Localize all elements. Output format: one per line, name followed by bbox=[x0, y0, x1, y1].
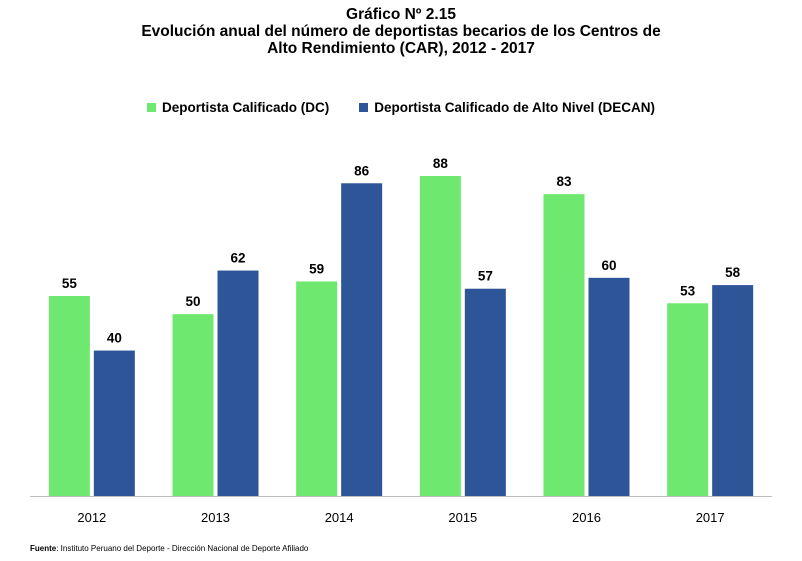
bar-dc-2016 bbox=[543, 194, 585, 496]
x-tick-label-2015: 2015 bbox=[448, 510, 477, 525]
data-label-decan-2012: 40 bbox=[107, 331, 122, 346]
data-label-dc-2013: 50 bbox=[185, 294, 200, 309]
legend-swatch-decan bbox=[359, 103, 369, 112]
bar-decan-2013 bbox=[217, 270, 259, 496]
title-line-1: Gráfico Nº 2.15 bbox=[346, 6, 456, 23]
data-label-decan-2017: 58 bbox=[725, 265, 741, 280]
x-tick-label-2012: 2012 bbox=[77, 510, 106, 525]
data-label-dc-2016: 83 bbox=[556, 174, 572, 189]
chart-legend: Deportista Calificado (DC) Deportista Ca… bbox=[0, 100, 802, 115]
x-tick-label-2017: 2017 bbox=[696, 510, 725, 525]
bar-decan-2014 bbox=[341, 183, 383, 497]
data-label-decan-2015: 57 bbox=[478, 269, 493, 284]
bar-dc-2015 bbox=[419, 176, 461, 496]
data-label-decan-2014: 86 bbox=[354, 163, 370, 178]
data-label-decan-2016: 60 bbox=[601, 258, 616, 273]
source-note: Fuente: Instituto Peruano del Deporte - … bbox=[30, 544, 308, 553]
bar-decan-2012 bbox=[93, 350, 135, 496]
legend-label-decan: Deportista Calificado de Alto Nivel (DEC… bbox=[374, 100, 656, 115]
data-label-decan-2013: 62 bbox=[230, 251, 245, 266]
bar-decan-2016 bbox=[588, 277, 630, 496]
data-label-dc-2015: 88 bbox=[433, 156, 449, 171]
x-tick-label-2014: 2014 bbox=[325, 510, 354, 525]
legend-item-decan: Deportista Calificado de Alto Nivel (DEC… bbox=[359, 100, 655, 115]
data-label-dc-2017: 53 bbox=[680, 283, 696, 298]
bar-dc-2014 bbox=[296, 281, 338, 496]
legend-item-dc: Deportista Calificado (DC) bbox=[146, 100, 330, 115]
data-label-dc-2014: 59 bbox=[309, 261, 324, 276]
source-prefix: Fuente bbox=[30, 544, 57, 553]
x-tick-label-2016: 2016 bbox=[572, 510, 601, 525]
bar-dc-2013 bbox=[172, 314, 214, 496]
x-tick-label-2013: 2013 bbox=[201, 510, 230, 525]
source-text: : Instituto Peruano del Deporte - Direcc… bbox=[56, 544, 309, 553]
bar-dc-2012 bbox=[48, 296, 90, 496]
bar-decan-2015 bbox=[464, 288, 506, 496]
chart-title: Gráfico Nº 2.15 Evolución anual del núme… bbox=[0, 6, 802, 57]
title-line-3: Alto Rendimiento (CAR), 2012 - 2017 bbox=[267, 40, 535, 57]
bar-decan-2017 bbox=[712, 285, 754, 496]
title-line-2: Evolución anual del número de deportista… bbox=[141, 23, 661, 40]
bar-dc-2017 bbox=[667, 303, 709, 496]
legend-label-dc: Deportista Calificado (DC) bbox=[161, 100, 330, 115]
legend-swatch-dc bbox=[146, 103, 156, 112]
data-label-dc-2012: 55 bbox=[62, 276, 78, 291]
